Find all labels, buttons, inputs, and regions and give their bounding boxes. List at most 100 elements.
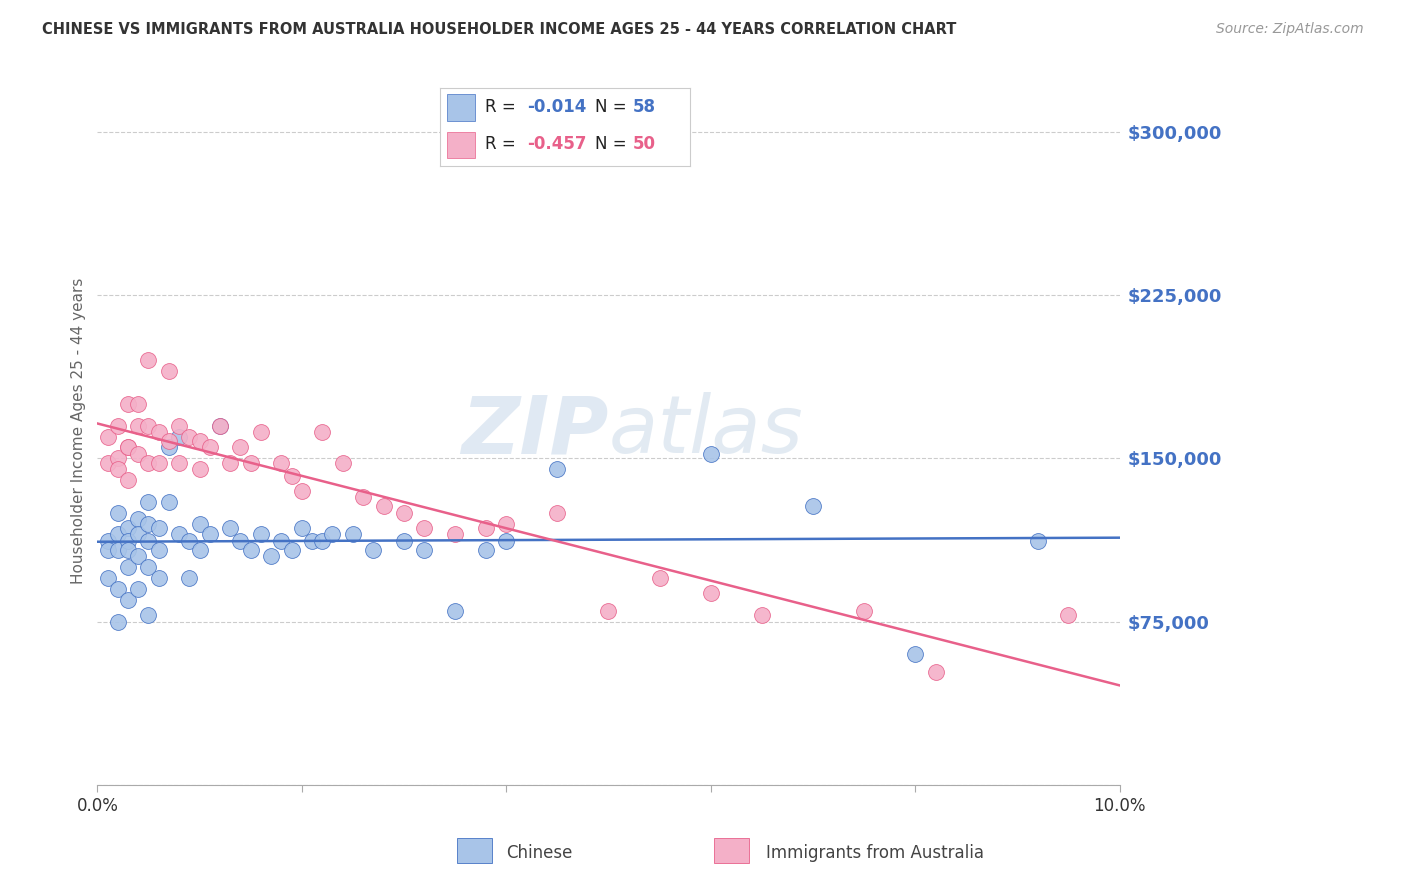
Point [117, 534, 139, 549]
Point [148, 542, 170, 557]
Point [148, 521, 170, 535]
Text: atlas: atlas [609, 392, 803, 470]
Point [127, 582, 149, 596]
Point [413, 521, 436, 535]
Point [107, 615, 129, 629]
Point [127, 397, 149, 411]
Point [208, 418, 231, 433]
Point [444, 527, 467, 541]
Point [270, 534, 292, 549]
Point [179, 534, 201, 549]
Point [107, 542, 129, 557]
Point [924, 665, 946, 679]
Y-axis label: Householder Income Ages 25 - 44 years: Householder Income Ages 25 - 44 years [72, 278, 86, 584]
Point [117, 473, 139, 487]
Point [219, 521, 242, 535]
Point [392, 534, 415, 549]
Point [352, 491, 374, 505]
Point [167, 456, 190, 470]
Point [179, 429, 201, 443]
Point [239, 456, 262, 470]
Point [138, 418, 160, 433]
Point [157, 441, 180, 455]
Point [311, 534, 333, 549]
Point [107, 506, 129, 520]
Point [167, 527, 190, 541]
Point [97, 429, 120, 443]
Point [117, 592, 139, 607]
Point [179, 571, 201, 585]
Point [148, 571, 170, 585]
Point [97, 534, 120, 549]
Point [1026, 534, 1049, 549]
Point [801, 499, 824, 513]
Point [117, 521, 139, 535]
Point [97, 571, 120, 585]
Point [219, 456, 242, 470]
Point [138, 560, 160, 574]
Point [699, 447, 721, 461]
Point [127, 447, 149, 461]
Point [157, 434, 180, 448]
Point [157, 364, 180, 378]
Text: Immigrants from Australia: Immigrants from Australia [766, 844, 984, 862]
Point [229, 441, 252, 455]
Point [117, 560, 139, 574]
Point [311, 425, 333, 440]
Point [167, 429, 190, 443]
Point [342, 527, 364, 541]
Point [250, 425, 273, 440]
Point [392, 506, 415, 520]
Point [444, 604, 467, 618]
Point [475, 521, 498, 535]
Point [229, 534, 252, 549]
Point [280, 468, 302, 483]
Point [107, 451, 129, 466]
Point [751, 607, 773, 622]
Point [188, 434, 211, 448]
Point [127, 549, 149, 564]
Point [167, 418, 190, 433]
Point [117, 397, 139, 411]
Point [117, 441, 139, 455]
Point [260, 549, 283, 564]
Point [107, 527, 129, 541]
Point [198, 441, 221, 455]
Point [546, 462, 568, 476]
Point [107, 462, 129, 476]
Point [546, 506, 568, 520]
Point [127, 418, 149, 433]
Point [188, 516, 211, 531]
Point [699, 586, 721, 600]
Point [291, 521, 314, 535]
Text: ZIP: ZIP [461, 392, 609, 470]
Point [373, 499, 395, 513]
Point [138, 534, 160, 549]
Point [127, 527, 149, 541]
Point [475, 542, 498, 557]
Point [280, 542, 302, 557]
Point [127, 512, 149, 526]
Point [138, 456, 160, 470]
Text: Chinese: Chinese [506, 844, 572, 862]
Point [648, 571, 671, 585]
Point [148, 456, 170, 470]
Text: CHINESE VS IMMIGRANTS FROM AUSTRALIA HOUSEHOLDER INCOME AGES 25 - 44 YEARS CORRE: CHINESE VS IMMIGRANTS FROM AUSTRALIA HOU… [42, 22, 956, 37]
Point [904, 647, 927, 661]
Point [332, 456, 354, 470]
Point [117, 542, 139, 557]
Point [148, 425, 170, 440]
Point [198, 527, 221, 541]
Point [117, 441, 139, 455]
Point [495, 534, 517, 549]
Point [138, 495, 160, 509]
Point [321, 527, 343, 541]
Point [157, 495, 180, 509]
Point [250, 527, 273, 541]
Point [208, 418, 231, 433]
Point [138, 516, 160, 531]
Point [363, 542, 385, 557]
Point [97, 542, 120, 557]
Point [598, 604, 620, 618]
Point [270, 456, 292, 470]
